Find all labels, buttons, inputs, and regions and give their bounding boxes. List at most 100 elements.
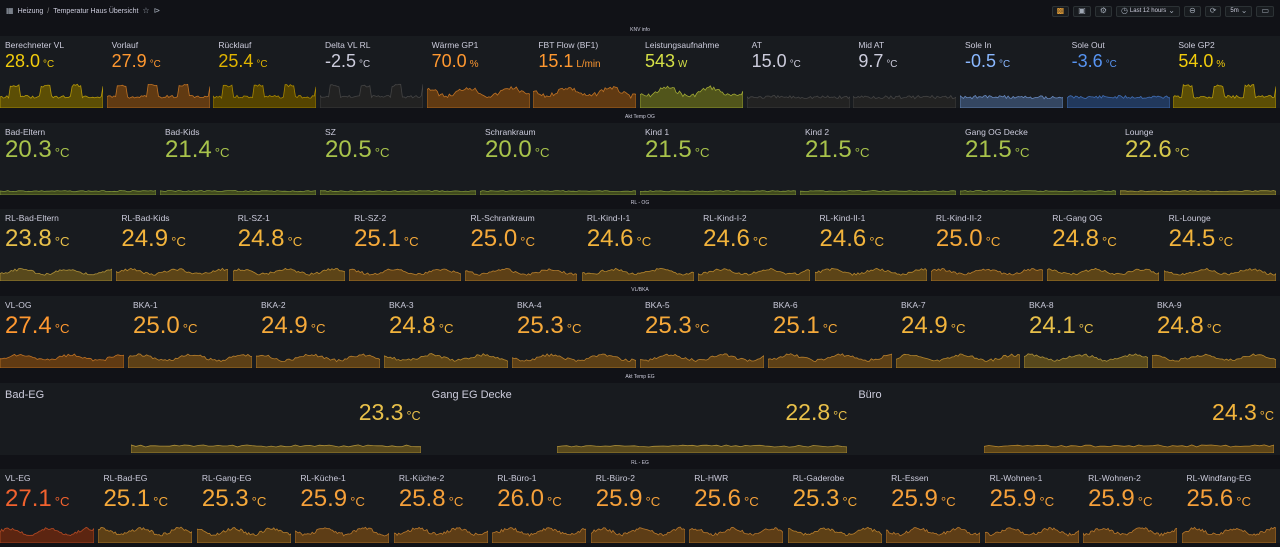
- zoom-out-button[interactable]: ⊖: [1183, 5, 1201, 17]
- stat-panel-rl-kind-ii-1[interactable]: RL-Kind-II-1 24.6 °C: [814, 209, 929, 281]
- stat-panel-waerme-gp1[interactable]: Wärme GP1 70.0%: [426, 36, 532, 108]
- stat-panel-rl-kueche-2[interactable]: RL-Küche-2 25.8 °C: [393, 469, 490, 543]
- panel-title: RL-Gaderobe: [792, 473, 845, 483]
- stat-panel-bka-2[interactable]: BKA-2 24.9 °C: [256, 296, 382, 368]
- stat-panel-rl-kind-ii-2[interactable]: RL-Kind-II-2 25.0 °C: [930, 209, 1045, 281]
- sparkline: [1083, 527, 1178, 543]
- stat-panel-bka-6[interactable]: BKA-6 25.1 °C: [768, 296, 894, 368]
- value-number: 22.6: [1125, 136, 1172, 163]
- stat-panel-rl-sz-2[interactable]: RL-SZ-2 25.1 °C: [349, 209, 463, 281]
- stat-panel-bka-4[interactable]: BKA-4 25.3 °C: [512, 296, 638, 368]
- stat-panel-mid-at[interactable]: Mid AT 9.7 °C: [853, 36, 958, 108]
- stat-panel-bka-8[interactable]: BKA-8 24.1 °C: [1024, 296, 1150, 368]
- clock-icon: ◷: [1120, 6, 1128, 15]
- refresh-interval-picker[interactable]: 5m ⌄: [1225, 5, 1253, 17]
- row-title-akt-temp-eg[interactable]: Akt Temp EG: [625, 374, 655, 380]
- stat-panel-bka-5[interactable]: BKA-5 25.3 °C: [640, 296, 766, 368]
- stat-panel-rl-buero-1[interactable]: RL-Büro-1 26.0 °C: [492, 469, 588, 543]
- stat-panel-rl-essen[interactable]: RL-Essen 25.9 °C: [886, 469, 982, 543]
- add-panel-button[interactable]: ▩: [1051, 5, 1070, 17]
- stat-panel-sole-in[interactable]: Sole In -0.5 °C: [960, 36, 1065, 108]
- stat-panel-berechneter-vl[interactable]: Berechneter VL 28.0 °C: [0, 36, 105, 108]
- value-unit: °C: [54, 234, 70, 249]
- sparkline-area: [640, 85, 743, 108]
- stat-panel-rl-kind-i-1[interactable]: RL-Kind-I-1 24.6 °C: [581, 209, 696, 281]
- share-icon[interactable]: ⊳: [153, 6, 161, 15]
- stat-panel-bad-eg[interactable]: Bad-EG 23.3 °C: [0, 383, 425, 455]
- stat-panel-vl-og[interactable]: VL-OG 27.4 °C: [0, 296, 126, 368]
- stat-panel-bka-9[interactable]: BKA-9 24.8 °C: [1152, 296, 1278, 368]
- value-unit: °C: [310, 321, 326, 336]
- stat-panel-bka-7[interactable]: BKA-7 24.9 °C: [896, 296, 1022, 368]
- stat-panel-buero[interactable]: Büro 24.3 °C: [853, 383, 1278, 455]
- panel-value: 21.4 °C: [165, 138, 230, 162]
- sparkline: [960, 190, 1116, 195]
- stat-panel-rl-bad-eg[interactable]: RL-Bad-EG 25.1 °C: [98, 469, 194, 543]
- stat-panel-rl-buero-2[interactable]: RL-Büro-2 25.9 °C: [590, 469, 687, 543]
- stat-panel-rl-wohnen-1[interactable]: RL-Wohnen-1 25.9 °C: [984, 469, 1081, 543]
- dashboard-title[interactable]: Temperatur Haus Übersicht: [53, 7, 139, 15]
- sparkline-area: [896, 353, 1020, 368]
- value-unit: °C: [374, 145, 390, 160]
- stat-panel-rl-bad-eltern[interactable]: RL-Bad-Eltern 23.8 °C: [0, 209, 114, 281]
- stat-panel-rl-wohnen-2[interactable]: RL-Wohnen-2 25.9 °C: [1083, 469, 1179, 543]
- stat-panel-rl-kueche-1[interactable]: RL-Küche-1 25.9 °C: [295, 469, 391, 543]
- breadcrumb-folder[interactable]: Heizung: [17, 7, 44, 15]
- stat-panel-bad-kids[interactable]: Bad-Kids 21.4 °C: [160, 123, 318, 195]
- row-title-rl-eg[interactable]: RL - EG: [631, 460, 649, 466]
- star-icon[interactable]: ☆: [142, 6, 150, 15]
- stat-panel-sole-gp2[interactable]: Sole GP2 54.0%: [1173, 36, 1278, 108]
- settings-button[interactable]: ⚙: [1094, 5, 1112, 17]
- stat-panel-kind-2[interactable]: Kind 2 21.5 °C: [800, 123, 958, 195]
- stat-panel-vl-eg[interactable]: VL-EG 27.1 °C: [0, 469, 96, 543]
- stat-panel-rl-windfang-eg[interactable]: RL-Windfang-EG 25.6 °C: [1181, 469, 1278, 543]
- sparkline: [814, 267, 927, 281]
- stat-panel-rl-schrankraum[interactable]: RL-Schrankraum 25.0 °C: [465, 209, 579, 281]
- value-number: 25.1: [354, 225, 401, 252]
- stat-panel-rl-hwr[interactable]: RL-HWR 25.6 °C: [689, 469, 785, 543]
- stat-panel-bka-1[interactable]: BKA-1 25.0 °C: [128, 296, 254, 368]
- row-title-rl-og[interactable]: RL - OG: [630, 200, 650, 206]
- stat-panel-rl-kind-i-2[interactable]: RL-Kind-I-2 24.6 °C: [698, 209, 812, 281]
- stat-panel-at[interactable]: AT 15.0 °C: [746, 36, 852, 108]
- stat-panel-sz[interactable]: SZ 20.5 °C: [320, 123, 478, 195]
- row-title-knv-info[interactable]: KNV info: [630, 27, 650, 33]
- value-unit: °C: [359, 59, 371, 70]
- tv-mode-button[interactable]: ▭: [1256, 5, 1274, 17]
- stat-panel-rl-gaderobe[interactable]: RL-Gaderobe 25.3 °C: [787, 469, 884, 543]
- stat-panel-sole-out[interactable]: Sole Out -3.6 °C: [1066, 36, 1172, 108]
- grid-apps-icon[interactable]: ▦: [6, 6, 14, 15]
- panel-title: BKA-3: [389, 300, 414, 310]
- stat-panel-leistungsaufnahme[interactable]: Leistungsaufnahme 543 W: [640, 36, 745, 108]
- stat-panel-rl-sz-1[interactable]: RL-SZ-1 24.8 °C: [232, 209, 347, 281]
- stat-panel-lounge[interactable]: Lounge 22.6 °C: [1120, 123, 1278, 195]
- value-unit: °C: [54, 145, 70, 160]
- stat-panel-rl-lounge[interactable]: RL-Lounge 24.5 °C: [1163, 209, 1278, 281]
- save-dashboard-button[interactable]: ▣: [1073, 5, 1091, 17]
- stat-panel-rl-gang-eg[interactable]: RL-Gang-EG 25.3 °C: [196, 469, 293, 543]
- row-title-akt-temp-og[interactable]: Akt Temp OG: [625, 114, 655, 120]
- stat-panel-gang-og-decke[interactable]: Gang OG Decke 21.5 °C: [960, 123, 1118, 195]
- value-unit: °C: [403, 234, 419, 249]
- stat-panel-gang-eg-decke[interactable]: Gang EG Decke 22.8 °C: [427, 383, 852, 455]
- stat-panel-delta-vl-rl[interactable]: Delta VL RL -2.5 °C: [320, 36, 425, 108]
- stat-panel-bad-eltern[interactable]: Bad-Eltern 20.3 °C: [0, 123, 158, 195]
- panel-value: 25.0 °C: [470, 227, 535, 251]
- stat-panel-bka-3[interactable]: BKA-3 24.8 °C: [384, 296, 510, 368]
- panel-title: RL-Bad-Eltern: [5, 213, 59, 223]
- stat-panel-rl-gang-og[interactable]: RL-Gang OG 24.8 °C: [1047, 209, 1161, 281]
- time-range-picker[interactable]: ◷ Last 12 hours ⌄: [1115, 5, 1180, 17]
- stat-panel-kind-1[interactable]: Kind 1 21.5 °C: [640, 123, 798, 195]
- stat-panel-schrankraum[interactable]: Schrankraum 20.0 °C: [480, 123, 638, 195]
- sparkline-area: [814, 267, 927, 281]
- panel-title: BKA-4: [517, 300, 542, 310]
- refresh-button[interactable]: ⟳: [1204, 5, 1222, 17]
- stat-panel-fbt-flow-bf1[interactable]: FBT Flow (BF1) 15.1 L/min: [533, 36, 638, 108]
- stat-panel-rl-bad-kids[interactable]: RL-Bad-Kids 24.9 °C: [116, 209, 230, 281]
- panel-value: 54.0%: [1178, 52, 1225, 70]
- row-title-vl-bka[interactable]: VL/BKA: [631, 287, 649, 293]
- sparkline: [1066, 94, 1170, 108]
- stat-panel-ruecklauf[interactable]: Rücklauf 25.4 °C: [213, 36, 318, 108]
- sparkline-area: [800, 190, 956, 195]
- stat-panel-vorlauf[interactable]: Vorlauf 27.9 °C: [106, 36, 212, 108]
